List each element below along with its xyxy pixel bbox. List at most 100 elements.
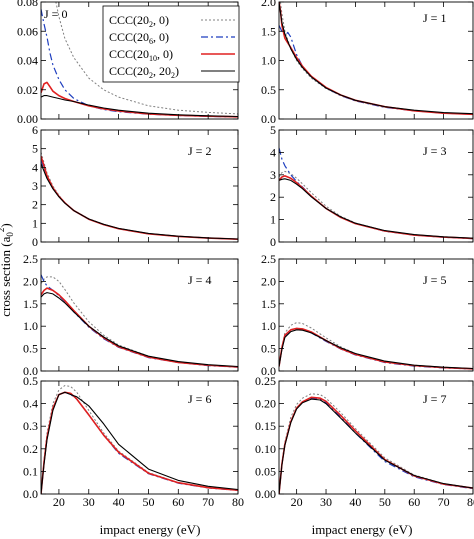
panel-title: J = 4	[188, 273, 211, 287]
x-tick-label: 20	[53, 495, 65, 509]
legend-label: CCC(202, 0)	[109, 13, 169, 29]
series-line-0	[279, 393, 473, 494]
panel-title: J = 5	[423, 273, 446, 287]
y-tick-label: 1.0	[261, 54, 276, 68]
x-tick-label: 80	[467, 495, 474, 509]
legend-box	[102, 5, 240, 83]
y-tick-label: 5	[270, 123, 276, 137]
y-tick-label: 2.5	[261, 252, 276, 266]
y-tick-label: 0.00	[17, 112, 38, 126]
y-tick-label: 0.5	[261, 342, 276, 356]
y-tick-label: 1	[270, 213, 276, 227]
panel-title: J = 2	[188, 144, 211, 158]
x-tick-label: 70	[202, 495, 214, 509]
y-tick-label: 0	[32, 235, 38, 249]
y-tick-label: 6	[32, 123, 38, 137]
series-group	[279, 393, 473, 494]
series-line-0	[55, 2, 238, 115]
panel-j1: 0.0 0.5 1.0 1.5 2.0 J = 1	[261, 0, 474, 126]
panel-j3: 0 1 2 3 4 5 J = 3	[270, 123, 474, 249]
x-tick-label: 20	[291, 495, 303, 509]
y-tick-label: 1.5	[261, 24, 276, 38]
y-tick-label: 3	[32, 179, 38, 193]
y-axis-label-main: cross section (a	[0, 236, 13, 316]
series-line-1	[279, 327, 473, 370]
series-line-0	[279, 170, 473, 239]
x-tick-label: 30	[83, 495, 95, 509]
y-tick-label: 0.5	[23, 342, 38, 356]
series-line-3	[41, 292, 238, 368]
panel-j2: 0 1 2 3 4 5 6 J = 2	[32, 123, 239, 249]
series-line-3	[41, 95, 238, 118]
y-tick-label: 2	[32, 198, 38, 212]
panel-frame	[278, 380, 474, 495]
series-line-1	[41, 391, 238, 494]
panel-j5: 0.0 0.5 1.0 1.5 2.0 2.5 J = 5	[261, 252, 474, 378]
legend-entry: CCC(202, 202)	[109, 64, 235, 80]
x-tick-label: 40	[349, 495, 361, 509]
y-tick-label: 0.0	[261, 364, 276, 378]
y-tick-label: 1.5	[23, 297, 38, 311]
panel-title: J = 0	[44, 7, 67, 21]
y-tick-label: 4	[32, 160, 38, 174]
y-tick-label: 0.06	[17, 24, 38, 38]
series-line-2	[279, 396, 473, 494]
panel-j6: 20 30 40 50 60 70 80 0.0 0.1 0.2 0.3 0.4 0.5 J = 6	[23, 374, 244, 509]
y-tick-label: 0.15	[255, 419, 276, 433]
panel-title: J = 1	[423, 11, 446, 25]
series-line-1	[279, 25, 473, 115]
series-line-3	[279, 398, 473, 494]
series-line-3	[279, 178, 473, 239]
x-tick-label: 40	[113, 495, 125, 509]
y-tick-label: 2.0	[261, 0, 276, 9]
series-line-1	[279, 397, 473, 494]
panel-title: J = 3	[423, 144, 446, 158]
series-group	[41, 152, 238, 240]
series-line-3	[41, 391, 238, 494]
series-line-2	[41, 155, 238, 240]
series-line-0	[41, 276, 238, 368]
y-axis-label-superscript: 2	[0, 228, 6, 233]
y-tick-label: 0.0	[261, 112, 276, 126]
legend-entry: CCC(202, 0)	[109, 13, 235, 29]
x-tick-label: 50	[142, 495, 154, 509]
series-line-0	[41, 152, 238, 240]
legend-entry: CCC(206, 0)	[109, 30, 235, 46]
series-group	[41, 2, 238, 118]
y-tick-label: 2.0	[23, 274, 38, 288]
x-tick-label: 80	[232, 495, 244, 509]
y-tick-label: 2	[270, 190, 276, 204]
panel-j4: 0.0 0.5 1.0 1.5 2.0 2.5 J = 4	[23, 252, 239, 378]
legend-label: CCC(202, 202)	[109, 64, 179, 80]
y-tick-label: 0.04	[17, 54, 38, 68]
series-line-2	[41, 391, 238, 494]
series-line-1	[41, 9, 238, 118]
series-line-2	[41, 81, 238, 118]
x-tick-label: 60	[408, 495, 420, 509]
y-tick-label: 2.5	[23, 252, 38, 266]
series-group	[279, 147, 473, 240]
y-tick-label: 0.0	[23, 364, 38, 378]
series-line-1	[41, 159, 238, 240]
y-tick-label: 0.05	[255, 464, 276, 478]
x-tick-label: 30	[320, 495, 332, 509]
x-axis-label-right: impact energy (eV)	[312, 522, 413, 537]
panel-j7: 20 30 40 50 60 70 80 0.00 0.05 0.10 0.15 0.20 0.25 J …	[255, 374, 474, 509]
series-line-3	[41, 163, 238, 240]
x-tick-label: 60	[172, 495, 184, 509]
y-tick-label: 1.0	[23, 319, 38, 333]
panel-frame	[40, 258, 239, 372]
series-line-0	[279, 322, 473, 370]
y-tick-label: 0.08	[17, 0, 38, 9]
y-tick-label: 0	[270, 235, 276, 249]
y-tick-label: 1.0	[261, 319, 276, 333]
panel-j0: 0.00 0.02 0.04 0.06 0.08 J = 0	[17, 0, 239, 126]
legend-label: CCC(2010, 0)	[109, 47, 173, 63]
y-tick-label: 0.2	[23, 442, 38, 456]
x-axis-label-left: impact energy (eV)	[100, 522, 201, 537]
y-tick-label: 3	[270, 168, 276, 182]
y-tick-label: 0.10	[255, 442, 276, 456]
legend-label: CCC(206, 0)	[109, 30, 169, 46]
panel-title: J = 6	[188, 392, 211, 406]
y-tick-label: 0.00	[255, 487, 276, 501]
